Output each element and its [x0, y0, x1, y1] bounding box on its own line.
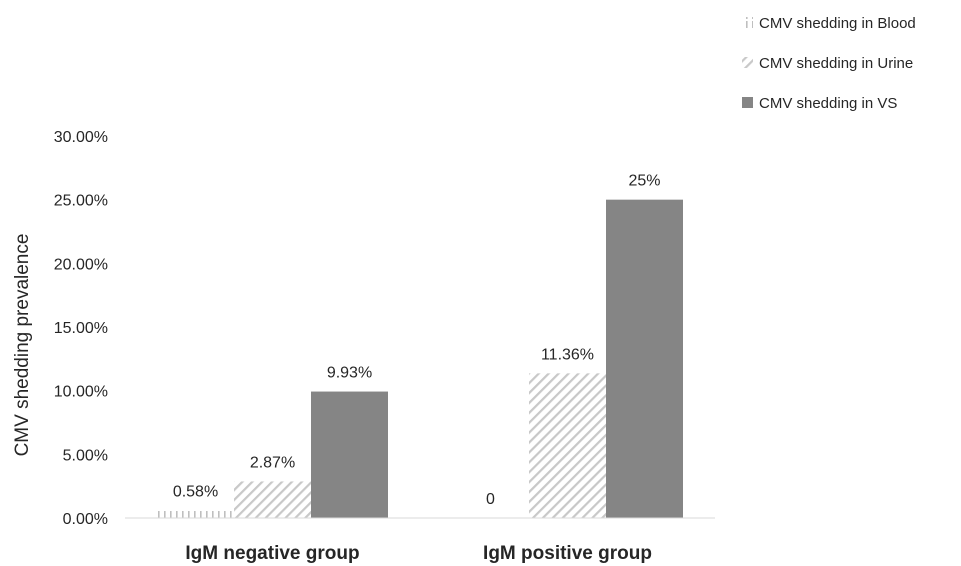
legend-swatch: [742, 17, 753, 28]
legend-label: CMV shedding in Blood: [759, 15, 916, 32]
data-label: 11.36%: [541, 346, 594, 363]
y-axis-title: CMV shedding prevalence: [12, 234, 33, 457]
legend-label: CMV shedding in Urine: [759, 55, 913, 72]
y-tick-label: 30.00%: [54, 129, 108, 146]
legend: CMV shedding in Blood CMV shedding in Uri…: [742, 15, 916, 112]
y-tick-label: 20.00%: [54, 256, 108, 273]
bar-diagonal-hatch: [529, 373, 606, 518]
bar-vertical-dash: [157, 510, 234, 518]
legend-swatch: [742, 97, 753, 108]
y-axis-title-group: CMV shedding prevalence: [12, 234, 33, 457]
y-tick-label: 5.00%: [63, 447, 108, 464]
bar-solid: [311, 391, 388, 518]
bar-solid: [606, 199, 683, 518]
data-labels: 0.58% 2.87% 9.93% 0 11.36% 25%: [173, 173, 661, 508]
data-label: 2.87%: [250, 454, 295, 471]
category-label: IgM negative group: [185, 543, 359, 564]
y-tick-label: 10.00%: [54, 384, 108, 401]
y-tick-label: 15.00%: [54, 320, 108, 337]
legend-label: CMV shedding in VS: [759, 95, 897, 112]
data-label: 0: [486, 491, 495, 508]
y-tick-label: 0.00%: [63, 511, 108, 528]
y-tick-label: 25.00%: [54, 193, 108, 210]
y-axis-ticks: 0.00% 5.00% 10.00% 15.00% 20.00% 25.00% 30.00%: [54, 129, 108, 528]
category-labels: IgM negative group IgM positive group: [185, 543, 652, 564]
data-label: 0.58%: [173, 484, 218, 501]
legend-swatch: [742, 57, 753, 68]
category-label: IgM positive group: [483, 543, 652, 564]
data-label: 25%: [628, 173, 660, 190]
bar-diagonal-hatch: [234, 481, 311, 518]
data-label: 9.93%: [327, 365, 372, 382]
bars: [157, 199, 683, 518]
